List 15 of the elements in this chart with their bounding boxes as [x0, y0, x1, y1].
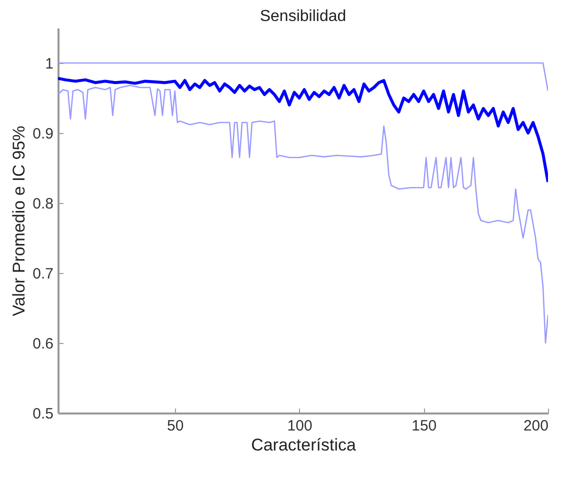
y-tick-label: 0.7	[32, 266, 54, 282]
y-tick-label: 1	[45, 56, 54, 72]
y-tick-label: 0.9	[32, 126, 54, 142]
y-tick-label: 0.6	[32, 336, 54, 352]
x-tick-label: 100	[287, 418, 312, 434]
line-series	[58, 76, 548, 184]
y-tick-label: 0.8	[32, 196, 54, 212]
y-tick-label: 0.5	[32, 406, 54, 422]
x-axis-title: Característica	[251, 436, 356, 454]
x-tick-label: 50	[167, 418, 184, 434]
x-tick-label: 150	[412, 418, 437, 434]
line-series	[58, 84, 548, 344]
chart-title: Sensibilidad	[260, 8, 346, 25]
y-axis-title: Valor Promedio e IC 95%	[10, 126, 29, 316]
x-tick-label: 200	[523, 418, 548, 434]
